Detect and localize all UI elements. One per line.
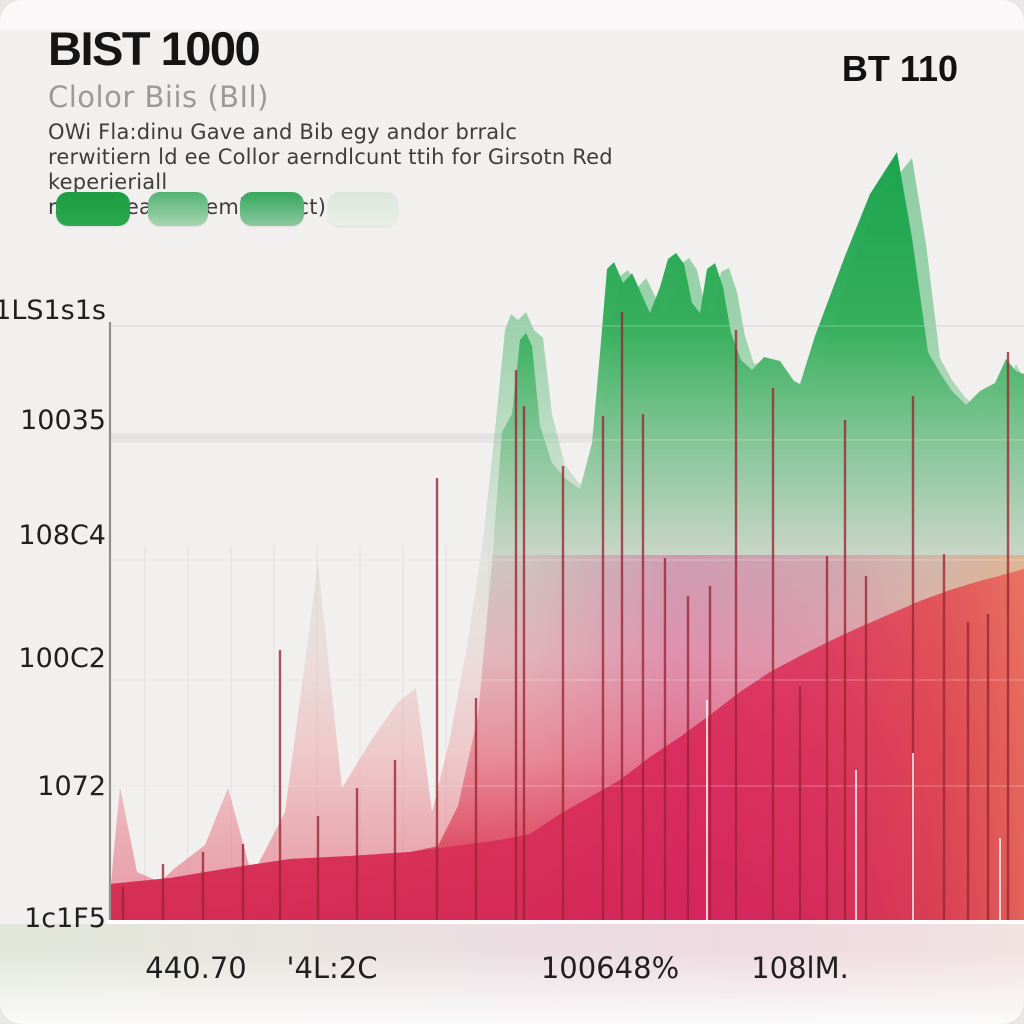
legend-swatch-green-pale[interactable] — [328, 192, 398, 226]
legend-swatch-green-medium[interactable] — [148, 192, 208, 226]
y-tick-label: 1072 — [37, 771, 106, 802]
x-tick-label: 100648% — [541, 951, 679, 985]
y-tick-label: 1c1F5 — [24, 903, 106, 934]
grid-line-h — [110, 325, 1024, 327]
x-tick-label: 108lM. — [751, 951, 849, 985]
ticker-badge: BT 110 — [841, 48, 958, 89]
y-tick-label: 1LS1s1s — [0, 295, 106, 326]
legend-swatch-green-fade[interactable] — [240, 192, 304, 226]
y-tick-label: 100C2 — [18, 643, 106, 674]
description-line-1: OWi Fla:dinu Gave and Bib egy andor brra… — [48, 120, 518, 145]
x-tick-label: '4L:2C — [286, 951, 377, 985]
chart-subtitle: Clolor Biis (BIl) — [48, 80, 269, 115]
bottom-fade — [0, 950, 1024, 1024]
top-highlight — [0, 0, 1024, 30]
description-line-2: rerwitiern ld ee Collor aerndlcunt ttih … — [48, 145, 613, 195]
x-tick-label: 440.70 — [145, 951, 246, 985]
y-tick-label: 10035 — [20, 405, 106, 436]
grid-line-h — [110, 433, 1024, 443]
legend-swatch-green-solid[interactable] — [56, 192, 130, 226]
header: BIST 1000 Clolor Biis (BIl) OWi Fla:dinu… — [48, 24, 668, 220]
y-tick-label: 108C4 — [18, 520, 106, 551]
page-title: BIST 1000 — [48, 22, 261, 75]
